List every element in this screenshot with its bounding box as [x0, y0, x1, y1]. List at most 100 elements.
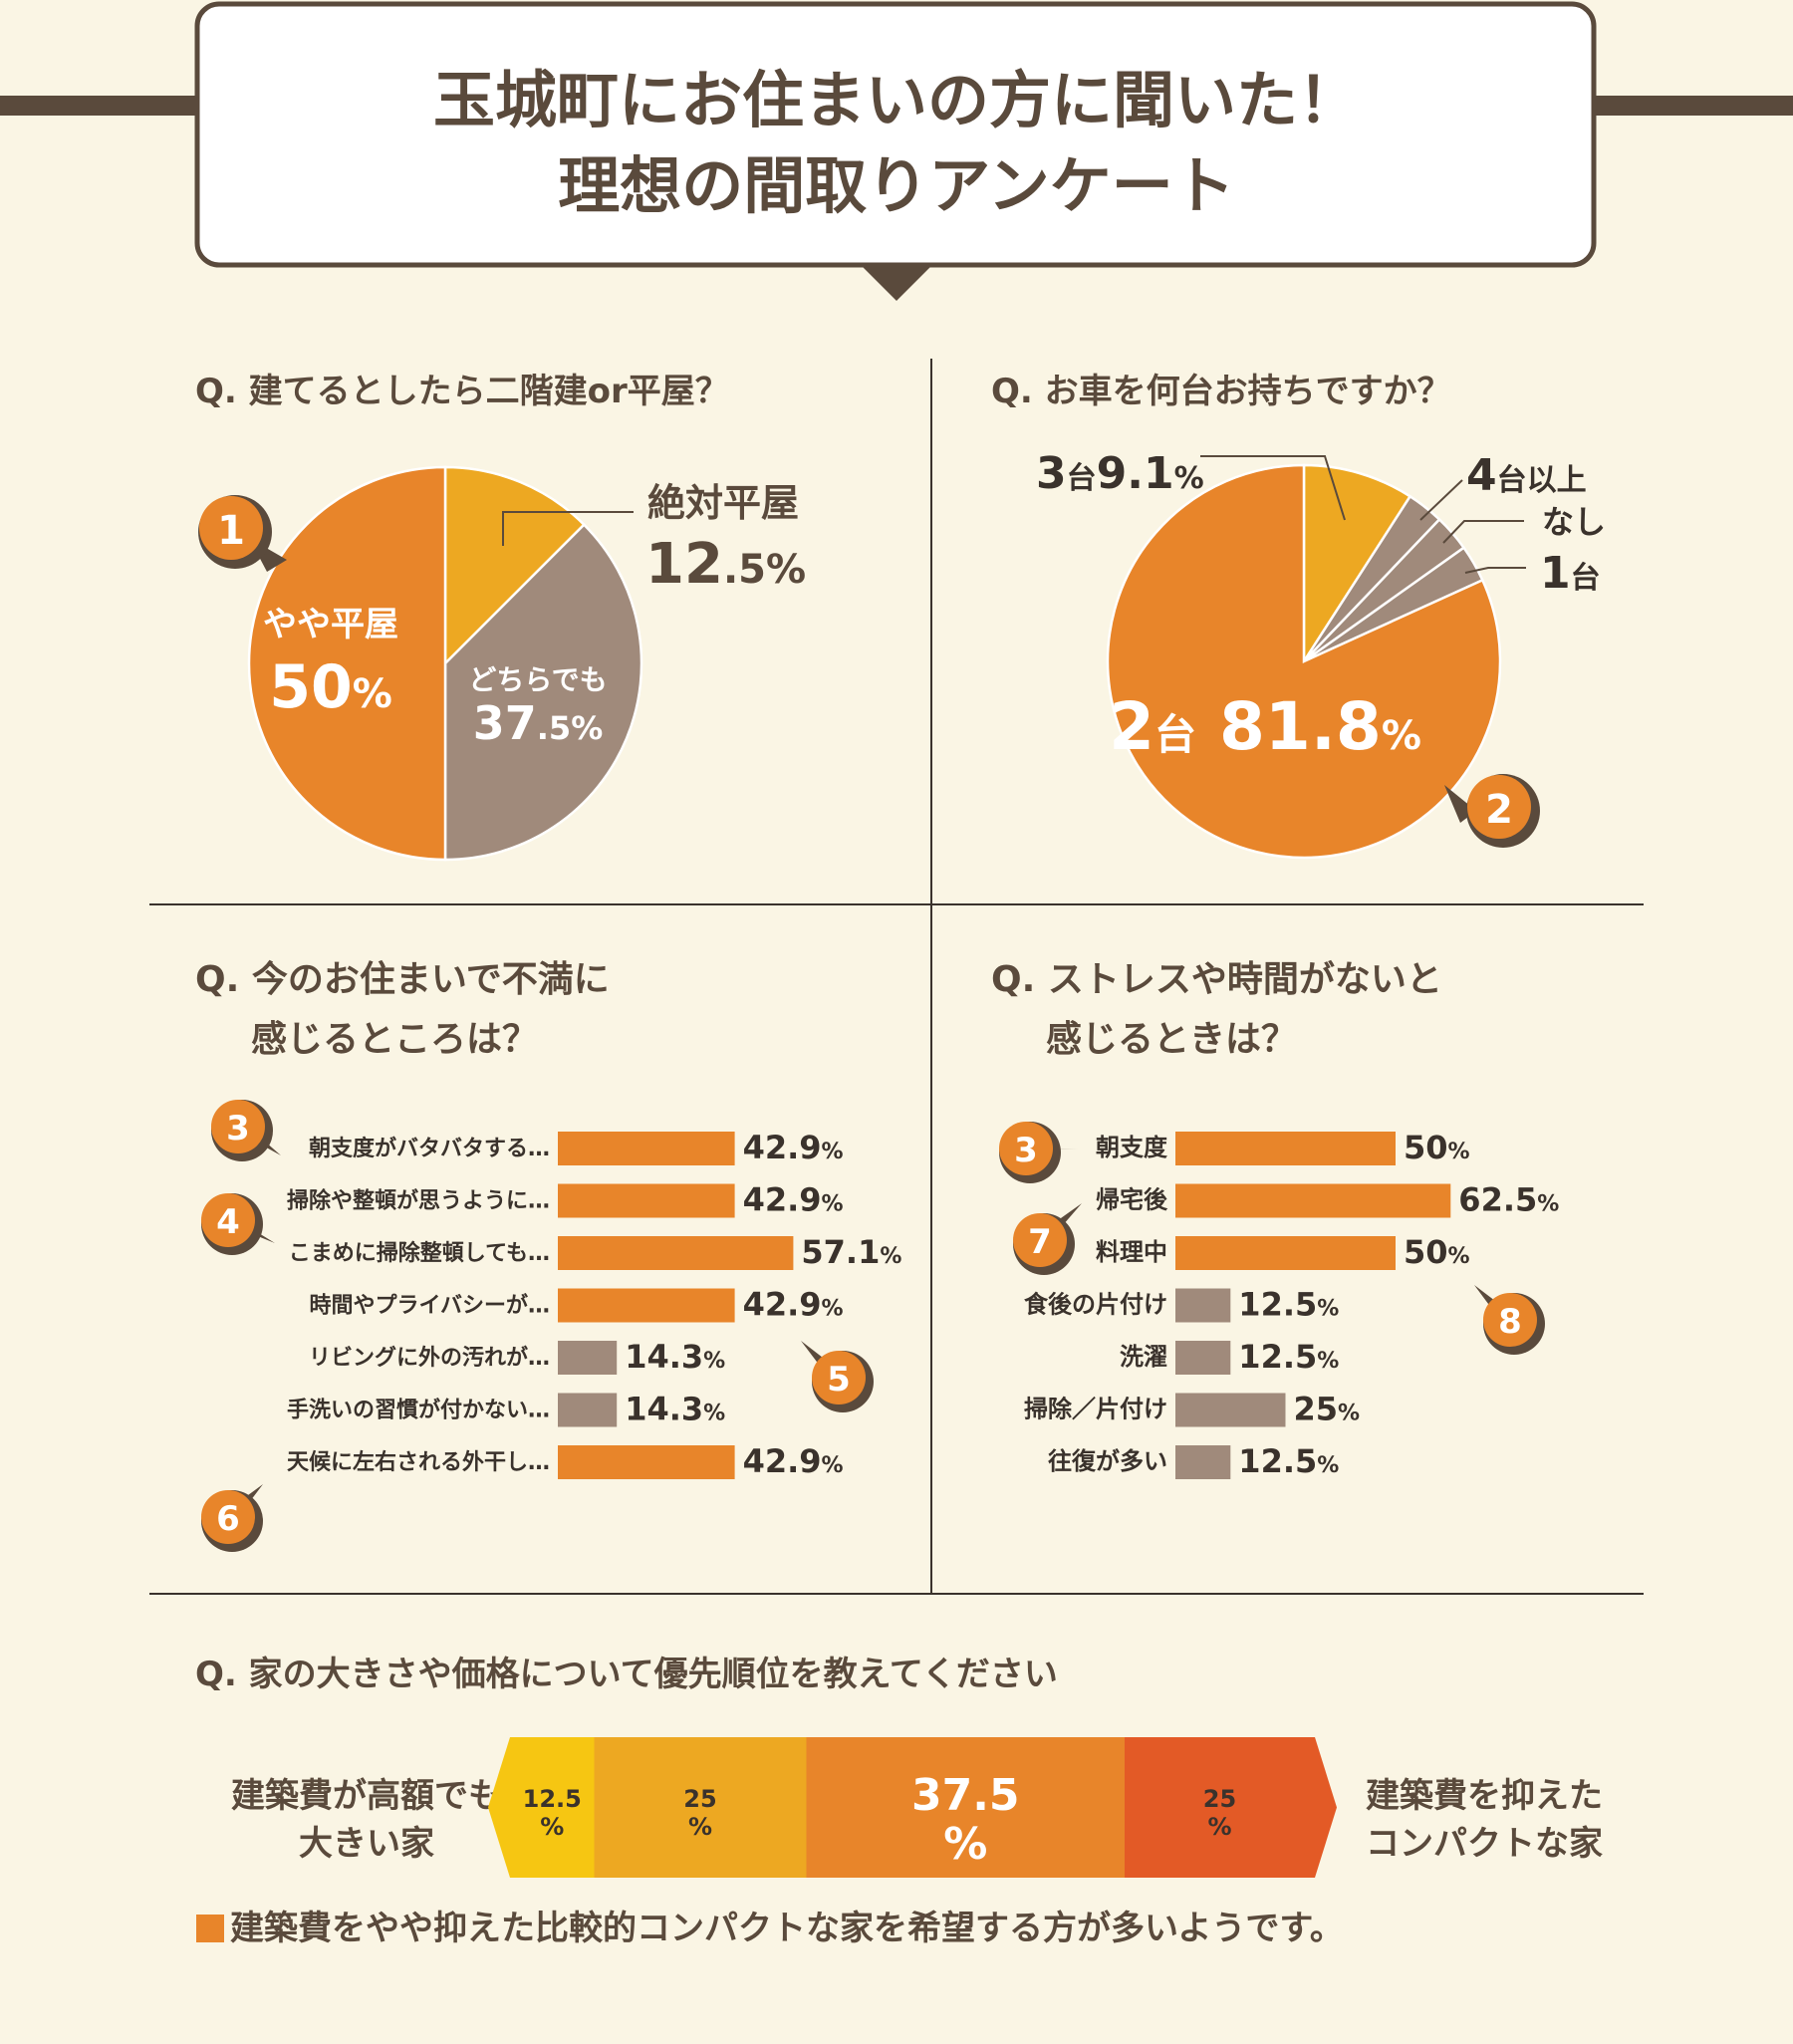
- band-value-0: 12.5: [523, 1785, 582, 1813]
- stress-bar-2: [1175, 1236, 1396, 1270]
- dissatisfaction-bar-6: [558, 1445, 735, 1479]
- dissatisfaction-bar-4: [558, 1341, 618, 1375]
- badge-3b-circle: [999, 1122, 1053, 1175]
- badge-2-number: 2: [1485, 787, 1513, 833]
- right-label-line2: コンパクトな家: [1366, 1824, 1603, 1864]
- stress-category-6: 往復が多い: [1048, 1447, 1167, 1475]
- dissatisfaction-category-0: 朝支度がバタバタする…: [309, 1136, 550, 1161]
- badge-8-number: 8: [1498, 1302, 1522, 1342]
- pie-cars: [1106, 463, 1502, 860]
- band-value-3: 25: [1203, 1785, 1236, 1813]
- dissatisfaction-category-2: こまめに掃除整頓しても…: [289, 1240, 550, 1266]
- header-band-left: [0, 96, 197, 116]
- badge-5-circle: [812, 1351, 866, 1405]
- stress-bar-5: [1175, 1393, 1286, 1427]
- stress-bar-4: [1175, 1341, 1231, 1375]
- dissatisfaction-category-4: リビングに外の汚れが…: [309, 1345, 550, 1371]
- badges-dissatisfaction: 3 4 5 6: [201, 1100, 874, 1552]
- dissatisfaction-category-6: 天候に左右される外干し…: [287, 1449, 550, 1475]
- pie-cars-slice-0: [1302, 463, 1412, 666]
- dissatisfaction-bar-2: [558, 1236, 794, 1270]
- stress-value-6: 12.5%: [1238, 1442, 1339, 1480]
- stress-category-5: 掃除／片付け: [1024, 1396, 1167, 1423]
- band-segment-2: [806, 1737, 1125, 1878]
- badges-stress: 3 7 8: [999, 1122, 1545, 1355]
- badge-6: 6: [201, 1484, 263, 1552]
- footer-note-text: 建築費をやや抑えた比較的コンパクトな家を希望する方が多いようです。: [230, 1909, 1344, 1948]
- priority-band: 12.5%25%37.5%25%: [488, 1737, 1337, 1878]
- pie-floors-slice-1: [443, 522, 643, 862]
- badge-3b-number: 3: [1014, 1131, 1038, 1170]
- badge-3a-circle: [211, 1100, 265, 1153]
- dissatisfaction-bar-3: [558, 1288, 735, 1323]
- dissatisfaction-category-5: 手洗いの習慣が付かない…: [287, 1398, 550, 1423]
- badge-8: 8: [1474, 1285, 1545, 1355]
- badge-2-inner: [1467, 775, 1531, 839]
- badge-2: 2: [1444, 774, 1540, 848]
- badge-6-circle: [201, 1490, 255, 1544]
- pie-floors: [247, 465, 643, 862]
- chart-priority: Q. 家の大きさや価格について優先順位を教えてください 建築費が高額でも 大きい…: [195, 1655, 1603, 1878]
- badge-1: 1: [198, 495, 287, 572]
- label-flat: 絶対平屋: [647, 481, 799, 525]
- badge-3a: 3: [211, 1100, 281, 1161]
- right-label-line1: 建築費を抑えた: [1366, 1776, 1603, 1816]
- stress-category-2: 料理中: [1096, 1238, 1167, 1266]
- note-marker: [196, 1915, 224, 1942]
- chart5-title: Q. 家の大きさや価格について優先順位を教えてください: [195, 1655, 1058, 1694]
- label-none: なし: [1542, 503, 1606, 541]
- left-label-line1: 建築費が高額でも: [231, 1776, 502, 1816]
- stress-bar-6: [1175, 1445, 1231, 1479]
- stress-value-5: 25%: [1294, 1391, 1361, 1428]
- leader-line-3cars: [1200, 455, 1346, 521]
- header-title-line2: 理想の間取りアンケート: [558, 149, 1235, 222]
- header-band-right: [1594, 96, 1793, 116]
- badge-7-circle: [1013, 1213, 1067, 1267]
- stress-category-4: 洗濯: [1120, 1343, 1167, 1371]
- stress-bar-3: [1175, 1288, 1231, 1323]
- badge-7: 7: [1013, 1203, 1082, 1275]
- dissatisfaction-bar-1: [558, 1183, 735, 1218]
- band-unit-1: %: [688, 1813, 712, 1841]
- chart-dissatisfaction: Q. 今のお住まいで不満に 感じるところは？ 朝支度がバタバタする… 42.9%掃…: [195, 959, 901, 1552]
- badge-5: 5: [801, 1341, 874, 1412]
- pie-floors-slice-0: [443, 465, 587, 667]
- chart2-title: Q. お車を何台お持ちですか？: [991, 372, 1451, 411]
- dissatisfaction-bar-5: [558, 1393, 618, 1427]
- stress-bar-0: [1175, 1132, 1396, 1165]
- leader-line-none: [1442, 520, 1524, 544]
- chart4-title-line2: 感じるときは？: [1046, 1019, 1297, 1060]
- header-box: [194, 1, 1597, 268]
- dissatisfaction-category-1: 掃除や整頓が思うように…: [287, 1188, 550, 1214]
- band-segment-3: [1125, 1737, 1337, 1878]
- leader-line-1car: [1464, 567, 1526, 574]
- bars-stress: 朝支度 50%帰宅後 62.5%料理中 50%食後の片付け 12.5%洗濯 12.5%掃除…: [1024, 1129, 1559, 1480]
- header-pointer: [863, 267, 930, 301]
- footer-note: 建築費をやや抑えた比較的コンパクトな家を希望する方が多いようです。: [196, 1901, 1344, 1949]
- band-unit-2: %: [943, 1819, 987, 1870]
- label-either: どちらでも: [468, 663, 607, 696]
- band-value-1: 25: [683, 1785, 716, 1813]
- chart-stress: Q. ストレスや時間がないと 感じるときは？ 朝支度 50%帰宅後 62.5%料理中…: [991, 959, 1559, 1480]
- stress-category-1: 帰宅後: [1096, 1186, 1168, 1214]
- band-unit-0: %: [540, 1813, 564, 1841]
- band-value-2: 37.5: [911, 1770, 1020, 1821]
- leader-line-4plus: [1419, 479, 1463, 521]
- chart-cars: Q. お車を何台お持ちですか？ 3台9.1% 4台以上 なし 1台 2台 81.…: [991, 372, 1606, 860]
- pie-floors-slice-2: [247, 465, 447, 862]
- band-segment-0: [488, 1737, 595, 1878]
- badge-3b: 3: [999, 1122, 1078, 1183]
- chart3-title-line2: 感じるところは？: [251, 1019, 538, 1060]
- dissatisfaction-value-5: 14.3%: [625, 1391, 725, 1428]
- stress-category-3: 食後の片付け: [1024, 1291, 1167, 1319]
- band-segment-1: [594, 1737, 807, 1878]
- dissatisfaction-category-3: 時間やプライバシーが…: [309, 1293, 550, 1319]
- left-label-line2: 大きい家: [299, 1824, 434, 1864]
- chart-floors: Q. 建てるとしたら二階建or平屋？ 絶対平屋 12.5% やや平屋 50% ど…: [195, 372, 806, 862]
- pie-cars-slice-4: [1106, 463, 1502, 860]
- badge-1-inner: [199, 496, 263, 560]
- stress-bar-1: [1175, 1183, 1451, 1218]
- badge-7-number: 7: [1028, 1222, 1052, 1262]
- header-title-line1: 玉城町にお住まいの方に聞いた！: [433, 64, 1360, 136]
